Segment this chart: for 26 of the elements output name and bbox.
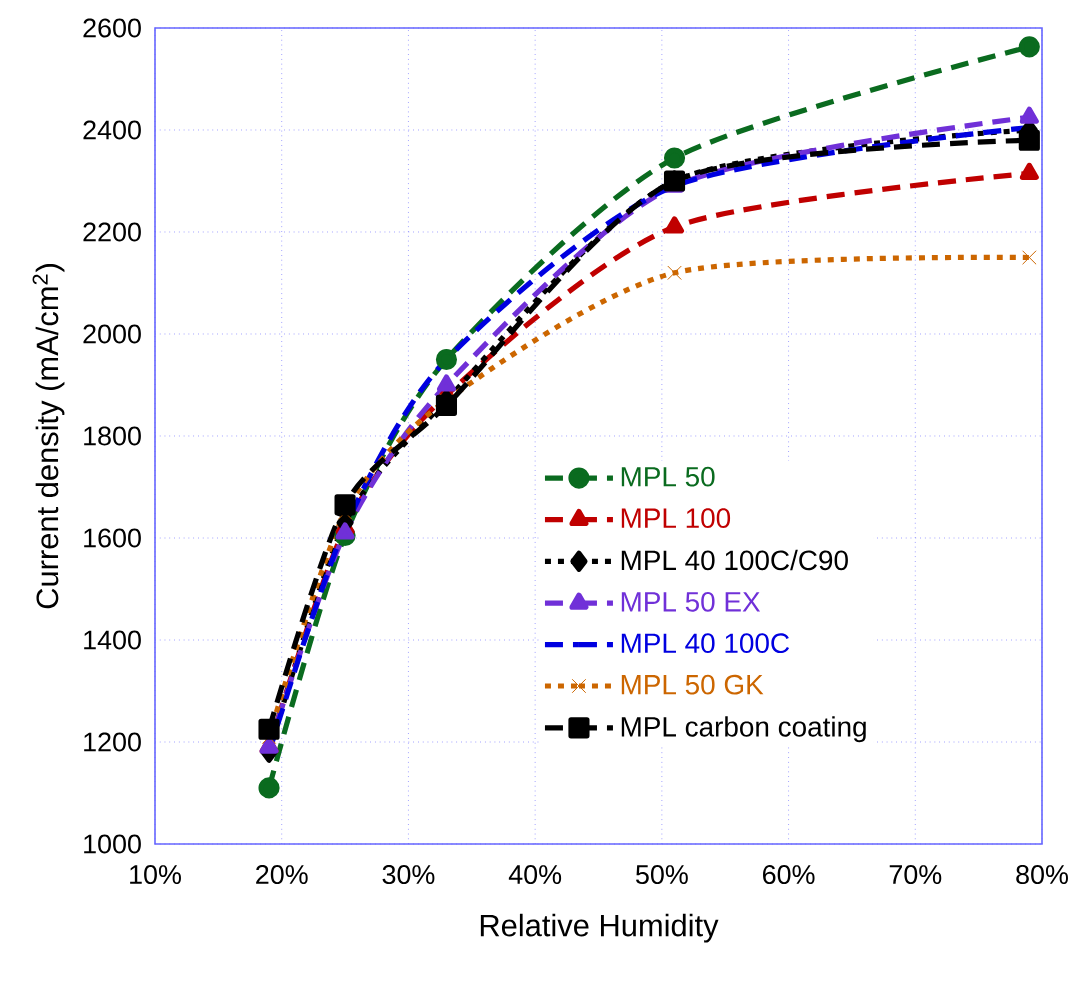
x-tick-label: 20% [256,865,308,885]
x-tick-label: 50% [636,865,688,885]
x-tick-label: 40% [508,865,562,885]
y-tick-label: 2600 [83,18,141,38]
x-tick-label: 80% [1016,865,1068,885]
x-axis-title: Relative Humidity [480,913,719,943]
x-tick-label: 60% [763,865,815,885]
y-axis-title: Current density (mA/cm$^{2}$) [32,264,65,609]
y-tick-label: 1800 [84,426,141,446]
y-tick-label: 2400 [83,120,141,140]
y-tick-label: 2200 [83,222,141,242]
legend-label: MPL 40 100C [621,633,790,654]
legend-label: MPL 50 EX [621,591,761,612]
legend-label: MPL 100 [621,508,731,529]
y-tick-label: 2000 [83,324,141,344]
x-tick-label: 10% [130,865,181,885]
y-tick-label: 1000 [84,834,141,854]
legend-label: MPL 50 [621,466,715,487]
x-tick-label: 30% [382,865,435,885]
legend-label: MPL carbon coating [621,716,866,743]
x-tick-label: 70% [889,865,942,885]
y-tick-label: 1600 [84,528,141,548]
legend-label: MPL 50 GK [621,674,764,695]
y-tick-label: 1200 [84,732,141,752]
y-tick-label: 1400 [84,630,141,650]
legend-label: MPL 40 100C/C90 [621,549,848,571]
